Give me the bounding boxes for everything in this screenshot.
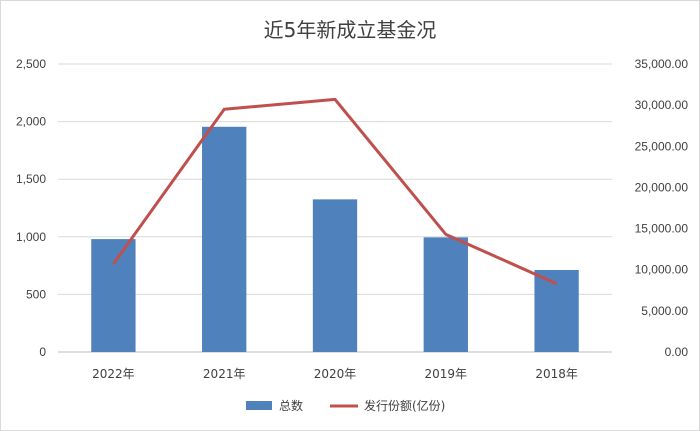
line-series	[112, 97, 558, 286]
right-tick-label: 25,000.00	[635, 139, 689, 153]
left-axis-ticks: 0 500 1,000 1,500 2,000 2,500	[16, 57, 46, 359]
category-label: 2022年	[92, 367, 135, 381]
category-label: 2020年	[314, 367, 357, 381]
bar-series	[91, 126, 579, 352]
right-tick-label: 20,000.00	[635, 180, 689, 194]
left-tick-label: 2,000	[16, 115, 46, 129]
category-label: 2021年	[203, 367, 246, 381]
legend-swatch-bar	[246, 401, 272, 410]
legend-label: 总数	[279, 398, 303, 413]
left-tick-label: 1,000	[16, 230, 46, 244]
right-tick-label: 10,000.00	[635, 263, 689, 277]
category-label: 2019年	[425, 367, 468, 381]
bar	[202, 126, 247, 352]
chart-title: 近5年新成立基金况	[264, 18, 437, 42]
left-tick-label: 2,500	[16, 57, 46, 71]
bar	[91, 239, 136, 352]
legend: 总数 发行份额(亿份)	[246, 398, 445, 413]
right-tick-label: 35,000.00	[635, 57, 689, 71]
bar	[423, 237, 468, 352]
right-tick-label: 15,000.00	[635, 222, 689, 236]
left-tick-label: 500	[26, 287, 46, 301]
left-tick-label: 1,500	[16, 172, 46, 186]
right-tick-label: 5,000.00	[641, 304, 688, 318]
bar	[312, 199, 358, 352]
legend-label: 发行份额(亿份)	[364, 398, 445, 413]
left-tick-label: 0	[39, 345, 46, 359]
right-tick-label: 30,000.00	[635, 98, 689, 112]
right-tick-label: 0.00	[665, 345, 689, 359]
gridlines	[58, 63, 612, 353]
category-axis-ticks: 2022年 2021年 2020年 2019年 2018年	[92, 367, 578, 381]
series-line	[112, 97, 558, 286]
category-label: 2018年	[535, 367, 578, 381]
right-axis-ticks: 0.00 5,000.00 10,000.00 15,000.00 20,000.00 2…	[635, 57, 689, 359]
